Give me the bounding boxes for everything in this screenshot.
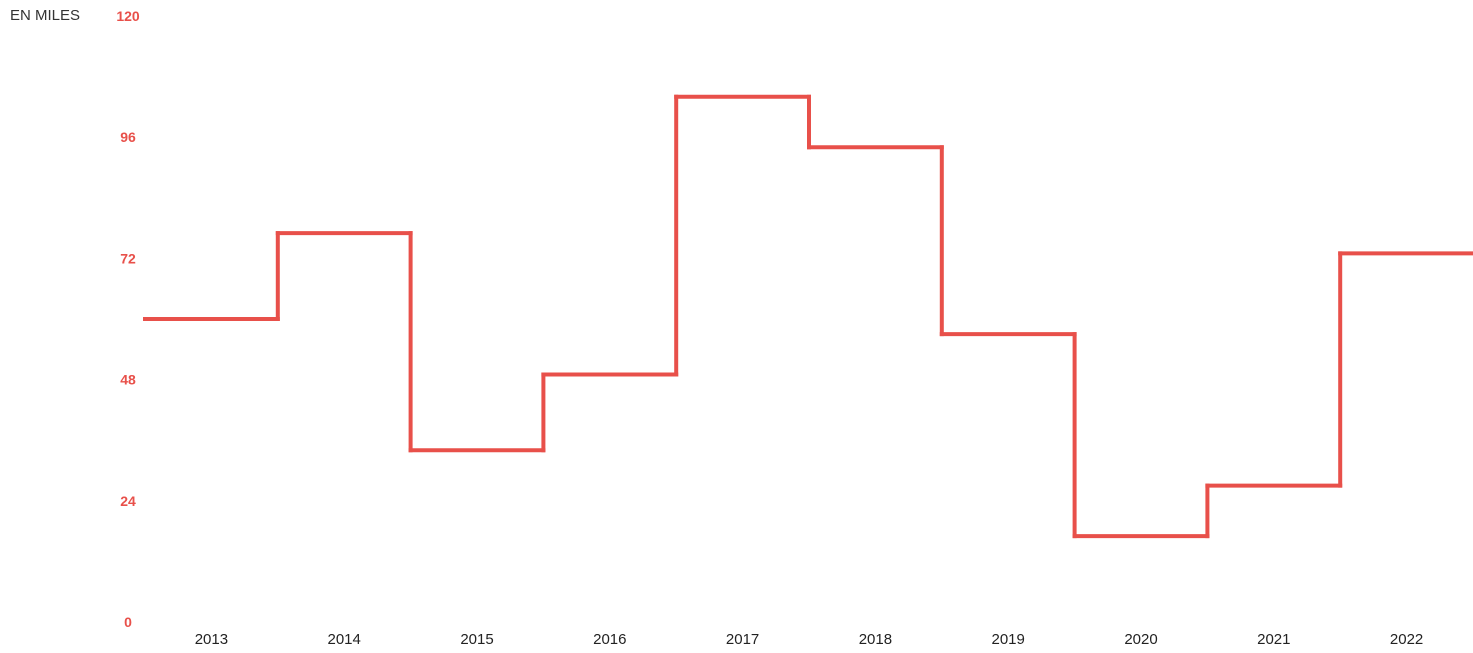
x-tick-label: 2018 [859, 631, 892, 648]
y-tick-label: 24 [120, 493, 136, 509]
x-tick-label: 2016 [593, 631, 626, 648]
y-tick-label: 0 [124, 614, 132, 630]
y-tick-label: 48 [120, 372, 136, 388]
y-axis-unit-label: EN MILES [10, 7, 81, 24]
x-tick-label: 2015 [460, 631, 493, 648]
y-tick-label: 96 [120, 129, 136, 145]
x-tick-label: 2014 [328, 631, 361, 648]
y-tick-label: 72 [120, 250, 136, 266]
x-tick-label: 2022 [1390, 631, 1423, 648]
x-tick-label: 2017 [726, 631, 759, 648]
x-tick-label: 2019 [992, 631, 1025, 648]
y-tick-label: 120 [116, 8, 140, 24]
x-tick-label: 2021 [1257, 631, 1290, 648]
x-tick-label: 2013 [195, 631, 228, 648]
x-tick-label: 2020 [1124, 631, 1157, 648]
